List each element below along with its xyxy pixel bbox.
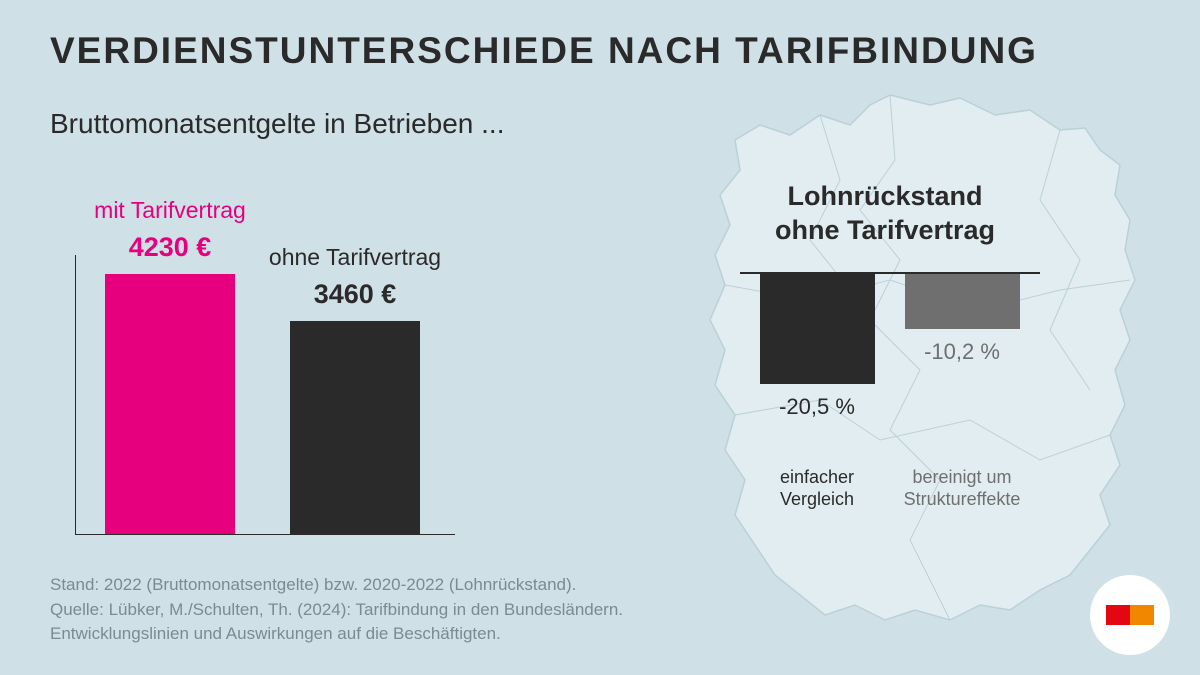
- chart2-pct-einfach: -20,5 %: [752, 394, 882, 420]
- chart1-x-axis: [75, 534, 455, 535]
- chart2-label-einfach: einfacherVergleich: [752, 467, 882, 510]
- chart2-pct-bereinigt: -10,2 %: [897, 339, 1027, 365]
- chart2-bar-bereinigt: [905, 274, 1020, 329]
- chart1-bar-ohne: [290, 321, 420, 534]
- chart1-bar-mit: [105, 274, 235, 534]
- source-footer: Stand: 2022 (Bruttomonatsentgelte) bzw. …: [50, 573, 623, 647]
- subtitle: Bruttomonatsentgelte in Betrieben ...: [50, 108, 505, 140]
- footer-line-3: Entwicklungslinien und Auswirkungen auf …: [50, 622, 623, 647]
- logo-block-1: [1106, 605, 1130, 625]
- logo-block-2: [1130, 605, 1154, 625]
- chart1-label-ohne: ohne Tarifvertrag3460 €: [255, 243, 455, 312]
- bar-chart-2: -20,5 % einfacherVergleich -10,2 % bereinig…: [740, 272, 1040, 532]
- page-title: VERDIENSTUNTERSCHIEDE NACH TARIFBINDUNG: [50, 30, 1038, 72]
- chart2-title: Lohnrückstandohne Tarifvertrag: [710, 180, 1060, 248]
- chart2-label-bereinigt: bereinigt umStruktureffekte: [897, 467, 1027, 510]
- footer-line-1: Stand: 2022 (Bruttomonatsentgelte) bzw. …: [50, 573, 623, 598]
- bar-chart-1: mit Tarifvertrag4230 €ohne Tarifvertrag3…: [75, 175, 495, 535]
- chart1-y-axis: [75, 255, 76, 535]
- chart1-label-mit: mit Tarifvertrag4230 €: [70, 196, 270, 265]
- chart2-bar-einfach: [760, 274, 875, 384]
- footer-line-2: Quelle: Lübker, M./Schulten, Th. (2024):…: [50, 598, 623, 623]
- logo-badge: [1090, 575, 1170, 655]
